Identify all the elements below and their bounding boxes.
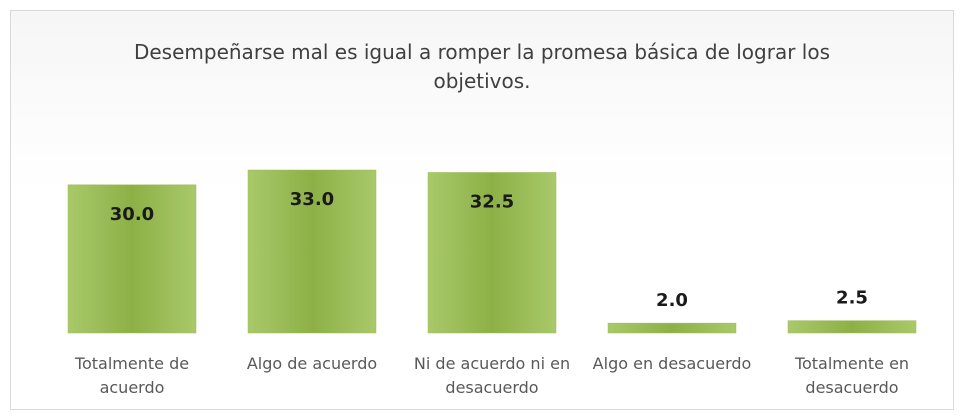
data-label: 33.0 <box>290 189 334 210</box>
data-label: 30.0 <box>110 204 154 225</box>
bar <box>607 322 737 334</box>
data-label: 32.5 <box>470 191 514 212</box>
chart-title: Desempeñarse mal es igual a romper la pr… <box>133 40 831 93</box>
x-tick-label: Algo de acuerdo <box>246 354 378 373</box>
bar <box>427 172 557 334</box>
x-tick-label: Algo en desacuerdo <box>592 354 752 373</box>
bar <box>247 169 377 334</box>
data-label: 2.5 <box>836 288 868 309</box>
data-label: 2.0 <box>656 290 688 311</box>
x-tick-label: Totalmente en desacuerdo <box>794 354 910 397</box>
x-tick-label: Ni de acuerdo ni en desacuerdo <box>413 354 571 397</box>
bar <box>67 184 197 334</box>
bar <box>787 320 917 334</box>
x-tick-label: Totalmente de acuerdo <box>74 354 190 397</box>
